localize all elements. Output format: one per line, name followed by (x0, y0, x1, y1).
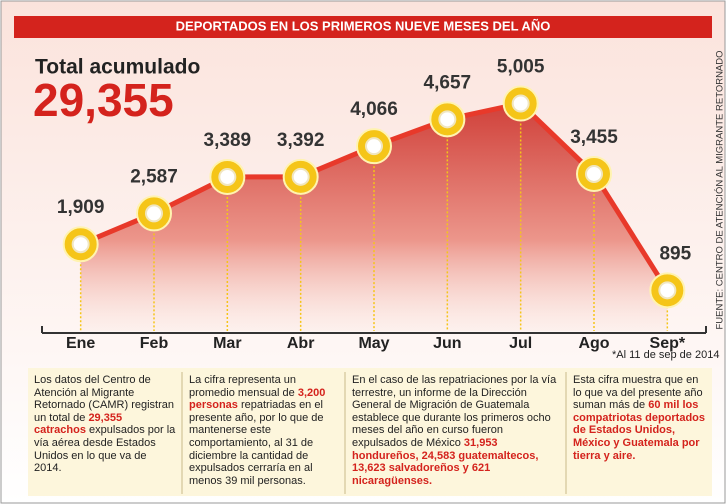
total-value: 29,355 (33, 74, 174, 126)
value-label: 4,066 (350, 99, 398, 120)
marker-center (586, 166, 602, 182)
note-text: En el caso de las repatriaciones por la … (352, 374, 556, 449)
value-label: 3,389 (204, 130, 252, 151)
marker-center (513, 96, 529, 112)
marker-center (219, 169, 235, 185)
note-text: repatriadas en el presente año, por lo q… (189, 399, 324, 487)
marker-center (73, 236, 89, 252)
x-tick-label: Jun (433, 335, 461, 352)
note: Esta cifra muestra que en lo que va del … (569, 372, 711, 494)
page: {"chart_data": {"type": "line", "title":… (0, 0, 726, 504)
value-label: 2,587 (130, 166, 178, 187)
marker-center (366, 138, 382, 154)
marker-center (146, 205, 162, 221)
marker-center (439, 111, 455, 127)
x-tick-label: Sep* (650, 335, 686, 352)
note: En el caso de las repatriaciones por la … (348, 372, 564, 494)
value-label: 4,657 (424, 72, 472, 93)
value-label: 895 (659, 243, 691, 264)
note: La cifra representa un promedio mensual … (185, 372, 343, 494)
x-tick-label: Ene (66, 335, 95, 352)
value-label: 1,909 (57, 197, 105, 218)
x-tick-label: Ago (578, 335, 609, 352)
x-tick-label: Feb (140, 335, 169, 352)
x-tick-label: Jul (509, 335, 532, 352)
value-label: 5,005 (497, 57, 545, 78)
chart-title: DEPORTADOS EN LOS PRIMEROS NUEVE MESES D… (176, 18, 551, 33)
x-tick-label: May (358, 335, 389, 352)
marker-center (659, 282, 675, 298)
source: FUENTE: CENTRO DE ATENCIÓN AL MIGRANTE R… (715, 50, 726, 329)
marker-center (293, 169, 309, 185)
value-label: 3,392 (277, 130, 325, 151)
note-text: La cifra representa un promedio mensual … (189, 374, 298, 399)
x-tick-label: Abr (287, 335, 315, 352)
value-label: 3,455 (570, 127, 618, 148)
note: Los datos del Centro de Atención al Migr… (30, 372, 180, 494)
x-tick-label: Mar (213, 335, 241, 352)
